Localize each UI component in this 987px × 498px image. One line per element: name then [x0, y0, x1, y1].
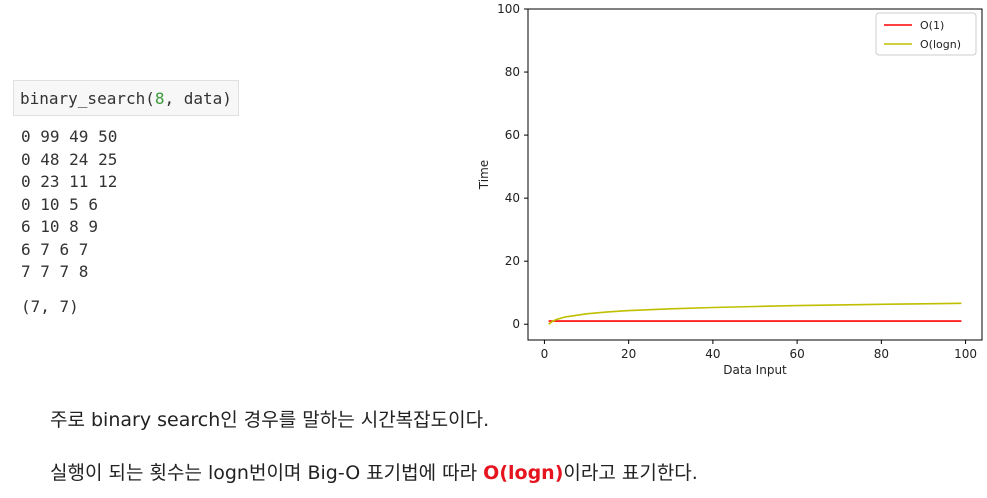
paragraph-2-end: 이라고 표기한다.	[563, 462, 698, 484]
x-tick-label: 100	[954, 347, 977, 361]
output-line: 0 23 11 12	[21, 172, 118, 191]
x-tick-label: 20	[621, 347, 636, 361]
code-number-argument: 8	[154, 89, 165, 108]
x-tick-label: 60	[789, 347, 804, 361]
legend-label: O(1)	[920, 19, 944, 32]
paragraph-2: 실행이 되는 횟수는 logn번이며 Big-O 표기법에 따라 O(logn)…	[50, 458, 698, 485]
series-line-1	[548, 302, 962, 325]
highlight-complexity: O(logn)	[483, 462, 564, 484]
complexity-chart: 0 20 40 60 80 100 0 20 40 60 80 100 Data Input Time O(…	[477, 2, 983, 377]
x-axis-label: Data Input	[723, 363, 787, 377]
code-function-rest: , data)	[164, 89, 232, 108]
y-axis-label: Time	[477, 160, 491, 190]
y-tick-label: 0	[512, 317, 520, 331]
output-line: 0 99 49 50	[21, 127, 118, 146]
y-tick-label: 20	[505, 254, 520, 268]
y-tick-label: 60	[505, 128, 520, 142]
y-tick-label: 40	[505, 191, 520, 205]
y-tick-label: 100	[497, 2, 520, 16]
output-line: 6 7 6 7	[21, 239, 89, 259]
x-tick-label: 40	[705, 347, 720, 361]
output-line: 6 10 8 9	[21, 217, 99, 236]
code-cell[interactable]: binary_search(8, data)	[13, 80, 239, 116]
output-line: 0 48 24 25	[21, 149, 118, 169]
output-line: 7 7 7 8	[21, 262, 89, 281]
x-tick-label: 0	[541, 347, 549, 361]
output-result: (7, 7)	[21, 296, 79, 316]
y-tick-label: 80	[505, 65, 520, 79]
plot-frame	[527, 8, 983, 341]
code-output: 0 99 49 50 0 48 24 25 0 23 11 12 0 10 5 …	[21, 126, 117, 318]
code-function-call: binary_search(	[20, 89, 155, 108]
legend-label: O(logn)	[920, 38, 961, 51]
output-line: 0 10 5 6	[21, 194, 99, 214]
paragraph-2-text: 실행이 되는 횟수는 logn번이며 Big-O 표기법에 따라	[50, 462, 484, 484]
paragraph-1: 주로 binary search인 경우를 말하는 시간복잡도이다.	[50, 409, 490, 431]
x-tick-label: 80	[874, 347, 889, 361]
